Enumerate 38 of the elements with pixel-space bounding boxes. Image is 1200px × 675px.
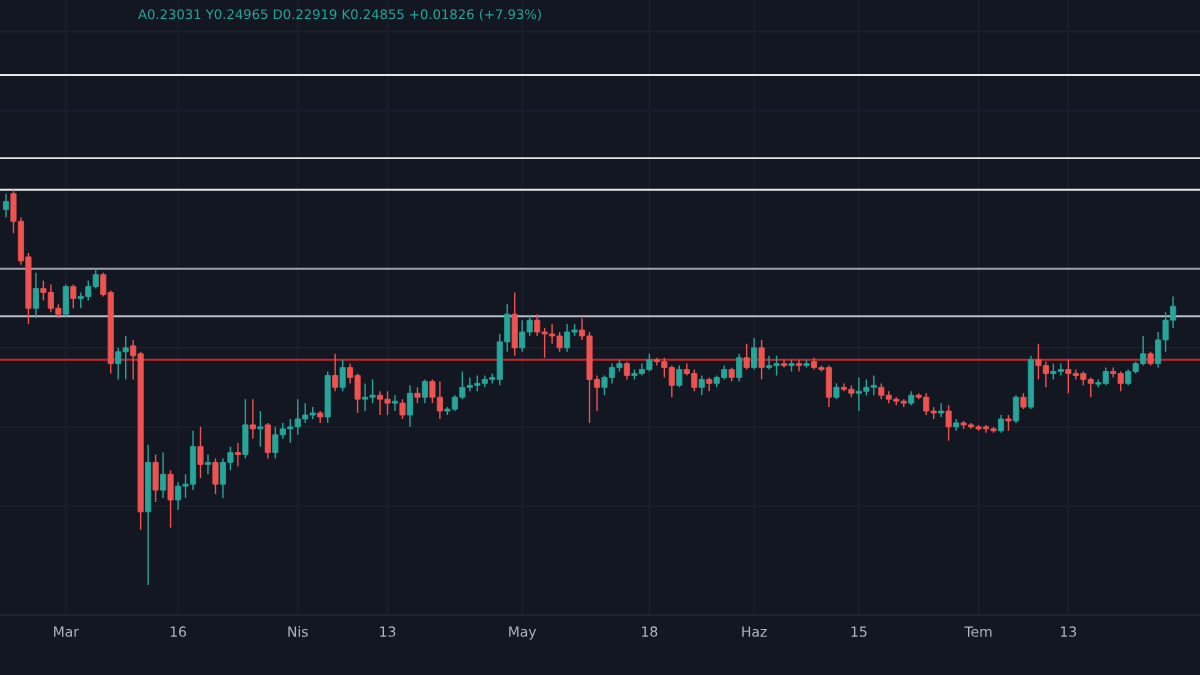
x-tick-label: Nis xyxy=(288,626,308,637)
candlestick xyxy=(70,283,77,309)
x-tick-label: 15 xyxy=(851,626,867,637)
candlestick xyxy=(781,358,788,369)
candlestick xyxy=(249,398,256,440)
candlestick xyxy=(32,272,39,319)
x-tick-label: 13 xyxy=(1061,626,1077,637)
candlestick xyxy=(212,457,219,495)
x-tick-label: 16 xyxy=(170,626,187,637)
candlestick xyxy=(234,441,241,468)
candlestick xyxy=(736,353,743,383)
candlestick xyxy=(676,364,683,389)
candlestick xyxy=(938,402,945,418)
candlestick xyxy=(204,453,212,475)
x-tick-label: Mar xyxy=(54,626,79,637)
candlestick xyxy=(795,358,803,373)
candlestick xyxy=(2,192,10,219)
x-tick-label: Tem xyxy=(964,626,992,637)
candlestick xyxy=(406,384,414,428)
candlestick xyxy=(421,378,428,404)
candlestick xyxy=(197,426,204,479)
candlestick xyxy=(332,353,339,392)
candlestick xyxy=(945,404,952,442)
candlestick xyxy=(399,398,406,420)
candlestick xyxy=(698,374,705,396)
candlestick xyxy=(1012,394,1019,424)
x-tick-label: 18 xyxy=(642,626,658,637)
candlestick xyxy=(391,394,399,412)
x-tick-label: 13 xyxy=(380,626,396,637)
x-tick-label: May xyxy=(509,626,537,640)
candlestick xyxy=(743,343,750,371)
candlestick xyxy=(257,410,264,448)
candlestick xyxy=(160,451,167,499)
candlestick xyxy=(758,339,765,381)
x-tick-label: Haz xyxy=(742,626,767,637)
candlestick xyxy=(339,358,346,392)
text: A0.23031 Y0.24965 D0.22919 K0.24855 +0.01826 (+7.93%) xyxy=(138,9,541,21)
candlestick xyxy=(751,337,758,371)
